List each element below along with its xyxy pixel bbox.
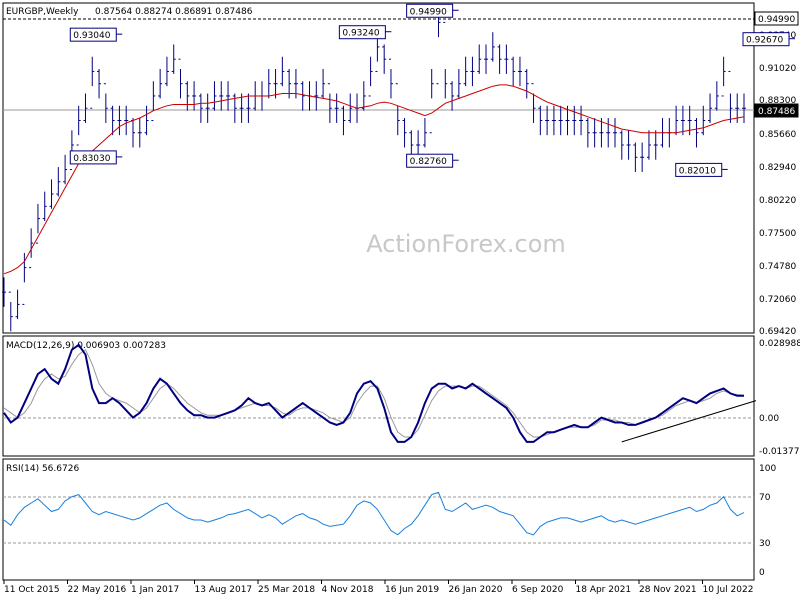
watermark: ActionForex.com <box>366 230 566 258</box>
price-y-tick: 0.69420 <box>759 327 796 337</box>
annotation-label: 0.82760 <box>410 157 447 167</box>
price-y-tick: 0.91020 <box>759 64 796 74</box>
annotation-label: 0.92670 <box>746 36 783 46</box>
x-tick-label: 11 Oct 2015 <box>4 585 60 595</box>
rsi-line <box>3 491 745 536</box>
x-tick-label: 16 Jun 2019 <box>385 585 439 595</box>
rsi-series <box>3 491 745 536</box>
price-y-tick: 0.82940 <box>759 163 796 173</box>
rsi-pane-frame <box>2 458 755 581</box>
rsi-y-tick: 0 <box>759 568 765 578</box>
price-y-tick: 0.80220 <box>759 196 796 206</box>
x-tick-label: 26 Jan 2020 <box>449 585 503 595</box>
rsi-y-tick: 100 <box>759 464 776 474</box>
current-price-label: 0.87486 <box>758 107 795 117</box>
resistance-label-box <box>754 11 799 26</box>
macd-line <box>3 343 744 443</box>
rsi-y-axis: 100 70 30 0 <box>759 464 776 578</box>
macd-pane-frame <box>2 335 755 457</box>
ohlc-readout: 0.87564 0.88274 0.86891 0.87486 <box>95 7 253 17</box>
annotation-label: 0.82010 <box>679 166 716 176</box>
price-y-tick: 0.74780 <box>759 262 796 272</box>
moving-average-series <box>3 84 745 275</box>
price-pane-title: EURGBP,Weekly <box>6 7 79 17</box>
macd-y-tick: 0.00 <box>759 414 779 424</box>
resistance-label: 0.94990 <box>758 15 795 25</box>
price-y-tick: 0.77500 <box>759 229 796 239</box>
price-y-tick: 0.85660 <box>759 130 796 140</box>
price-pane-frame <box>2 2 755 334</box>
price-annotations: 0.93040 0.83030 0.93240 0.94990 0.82760 0.926… <box>69 3 795 177</box>
moving-average-line <box>3 84 745 275</box>
annotation-label: 0.93240 <box>342 29 379 39</box>
annotation-label: 0.83030 <box>73 154 110 164</box>
x-tick-label: 22 May 2016 <box>68 585 127 595</box>
x-tick-label: 4 Nov 2018 <box>322 585 374 595</box>
macd-y-tick: 0.028988 <box>759 339 800 349</box>
x-tick-label: 6 Sep 2020 <box>512 585 564 595</box>
macd-y-tick: -0.013779 <box>759 447 800 457</box>
annotation-label: 0.93040 <box>73 31 110 41</box>
rsi-pane-title: RSI(14) 56.6726 <box>6 464 79 474</box>
x-tick-label: 18 Apr 2021 <box>576 585 632 595</box>
x-tick-label: 28 Nov 2021 <box>639 585 697 595</box>
annotation-label: 0.94990 <box>410 7 447 17</box>
x-tick-label: 25 Mar 2018 <box>258 585 315 595</box>
current-price-box <box>754 103 799 118</box>
price-y-axis: 0.93740 0.91020 0.88300 0.85660 0.82940 … <box>759 31 796 337</box>
macd-y-axis: 0.028988 0.00 -0.013779 <box>759 339 800 457</box>
price-y-tick: 0.88300 <box>759 96 796 106</box>
rsi-y-tick: 70 <box>759 493 771 503</box>
rsi-y-tick: 30 <box>759 539 771 549</box>
price-y-tick: 0.72060 <box>759 295 796 305</box>
x-tick-label: 1 Jan 2017 <box>131 585 179 595</box>
x-tick-label: 10 Jul 2022 <box>703 585 754 595</box>
x-axis: 11 Oct 2015 22 May 2016 1 Jan 2017 13 Aug 2… <box>3 580 754 595</box>
macd-pane-title: MACD(12,26,9) 0.006903 0.007283 <box>6 341 166 351</box>
macd-series <box>3 343 757 443</box>
x-tick-label: 13 Aug 2017 <box>195 585 253 595</box>
macd-trendline <box>621 400 757 443</box>
